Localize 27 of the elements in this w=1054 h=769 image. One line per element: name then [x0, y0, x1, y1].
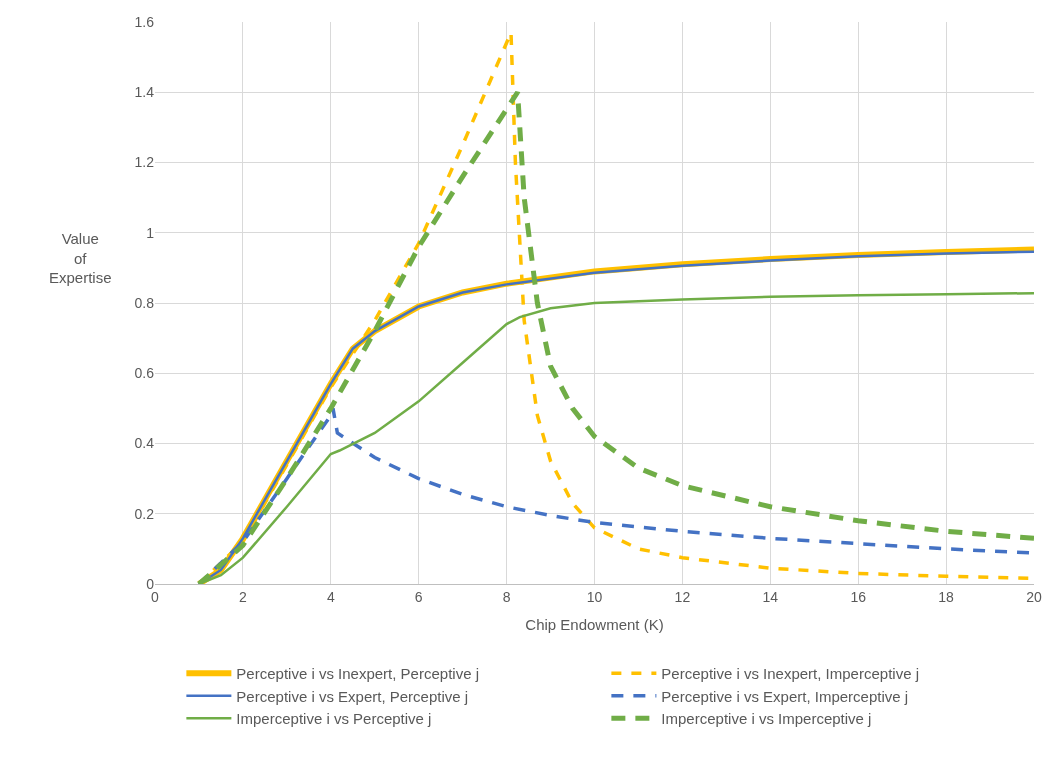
y-tick-label: 1: [146, 224, 155, 241]
x-tick-label: 8: [502, 588, 511, 605]
legend-label: Imperceptive i vs Perceptive j: [236, 710, 432, 728]
y-tick-label: 1.6: [134, 13, 155, 30]
x-tick-label: 18: [938, 588, 955, 605]
x-tick-label: 4: [326, 588, 335, 605]
x-tick-label: 10: [586, 588, 603, 605]
x-axis-title: Chip Endowment (K): [525, 615, 664, 633]
y-tick-label: 0: [146, 575, 155, 592]
x-tick-label: 2: [239, 588, 247, 605]
x-tick-label: 14: [762, 588, 779, 605]
y-tick-label: 1.2: [134, 154, 155, 171]
x-tick-label: 20: [1026, 588, 1042, 605]
x-tick-label: 16: [850, 588, 867, 605]
y-tick-label: 0.2: [134, 505, 155, 522]
y-tick-label: 0.8: [134, 294, 155, 311]
y-tick-label: 1.4: [134, 84, 155, 101]
x-tick-label: 12: [674, 588, 691, 605]
legend-label: Perceptive i vs Inexpert, Imperceptive j: [661, 665, 919, 683]
y-axis-title: Value of Expertise: [49, 230, 112, 286]
x-tick-label: 6: [414, 588, 423, 605]
legend-label: Imperceptive i vs Imperceptive j: [661, 710, 872, 728]
legend-label: Perceptive i vs Expert, Perceptive j: [236, 687, 469, 705]
legend-label: Perceptive i vs Expert, Imperceptive j: [661, 687, 909, 705]
y-tick-label: 0.4: [134, 435, 155, 452]
legend-label: Perceptive i vs Inexpert, Perceptive j: [236, 665, 479, 683]
y-tick-label: 0.6: [134, 365, 155, 382]
